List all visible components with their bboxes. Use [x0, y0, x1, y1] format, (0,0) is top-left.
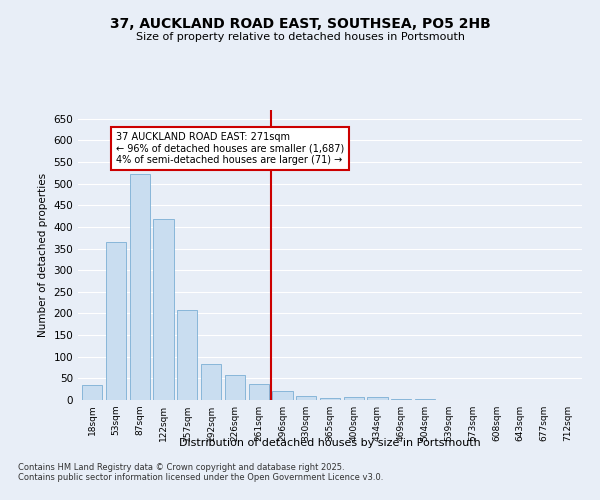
- Bar: [272, 392, 293, 400]
- Bar: [296, 396, 316, 400]
- Bar: [130, 174, 150, 400]
- Text: Contains public sector information licensed under the Open Government Licence v3: Contains public sector information licen…: [18, 474, 383, 482]
- Bar: [154, 219, 173, 400]
- Text: 37, AUCKLAND ROAD EAST, SOUTHSEA, PO5 2HB: 37, AUCKLAND ROAD EAST, SOUTHSEA, PO5 2H…: [110, 18, 490, 32]
- Y-axis label: Number of detached properties: Number of detached properties: [38, 173, 48, 337]
- Bar: [82, 385, 103, 400]
- Bar: [320, 398, 340, 400]
- Text: Distribution of detached houses by size in Portsmouth: Distribution of detached houses by size …: [179, 438, 481, 448]
- Text: Size of property relative to detached houses in Portsmouth: Size of property relative to detached ho…: [136, 32, 464, 42]
- Bar: [391, 398, 412, 400]
- Bar: [367, 398, 388, 400]
- Bar: [415, 399, 435, 400]
- Bar: [106, 242, 126, 400]
- Bar: [344, 396, 364, 400]
- Text: 37 AUCKLAND ROAD EAST: 271sqm
← 96% of detached houses are smaller (1,687)
4% of: 37 AUCKLAND ROAD EAST: 271sqm ← 96% of d…: [116, 132, 344, 165]
- Bar: [225, 376, 245, 400]
- Bar: [201, 364, 221, 400]
- Bar: [177, 310, 197, 400]
- Bar: [248, 384, 269, 400]
- Text: Contains HM Land Registry data © Crown copyright and database right 2025.: Contains HM Land Registry data © Crown c…: [18, 464, 344, 472]
